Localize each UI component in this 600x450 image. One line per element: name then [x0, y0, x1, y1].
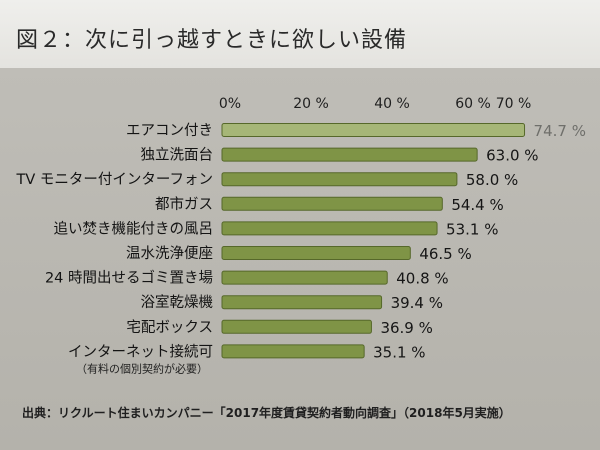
- bar: [221, 172, 458, 187]
- category-label: 独立洗面台: [141, 147, 214, 164]
- category-label: インターネット接続可: [68, 343, 213, 360]
- x-tick-label: 60 %: [455, 96, 491, 112]
- bar: [221, 319, 372, 334]
- x-axis-ticks: 0% 20 % 40 % 60 % 70 %: [219, 96, 531, 112]
- value-label: 36.9 %: [380, 319, 432, 337]
- value-label: 58.0 %: [466, 171, 518, 189]
- bar: [221, 147, 478, 162]
- source-note: 出典：リクルート住まいカンパニー「2017年度賃貸契約者動向調査」（2018年5…: [22, 406, 511, 420]
- x-tick-label: 20 %: [293, 96, 329, 112]
- bar: [221, 246, 411, 260]
- category-label: 24 時間出せるゴミ置き場: [45, 269, 213, 287]
- bars: [221, 123, 526, 359]
- value-label: 53.1 %: [446, 220, 498, 238]
- value-label: 40.8 %: [396, 270, 448, 288]
- value-labels: 74.7 % 63.0 % 58.0 % 54.4 % 53.1 % 46.5 % 40.8…: [373, 122, 586, 361]
- value-label: 63.0 %: [486, 147, 538, 165]
- title-band: [0, 0, 600, 68]
- value-label: 54.4 %: [451, 196, 503, 214]
- category-label: 温水洗浄便座: [126, 245, 213, 262]
- bar: [221, 123, 526, 137]
- value-label: 46.5 %: [419, 245, 471, 263]
- category-label: 浴室乾燥機: [141, 294, 214, 311]
- bar: [221, 270, 388, 285]
- bar: [221, 344, 365, 359]
- bar: [221, 295, 383, 310]
- category-note: （有料の個別契約が必要）: [76, 361, 208, 375]
- bar: [221, 221, 438, 236]
- value-label: 35.1 %: [373, 343, 425, 361]
- bar: [221, 196, 443, 211]
- category-label: エアコン付き: [126, 122, 213, 139]
- category-label: 宅配ボックス: [126, 319, 213, 336]
- category-label: 追い焚き機能付きの風呂: [54, 220, 214, 237]
- x-tick-label: 40 %: [374, 96, 410, 112]
- value-label: 74.7 %: [534, 122, 586, 140]
- figure-title: 図２：次に引っ越すときに欲しい設備: [16, 28, 408, 53]
- category-label: 都市ガス: [155, 196, 213, 213]
- x-tick-label: 70 %: [496, 96, 532, 112]
- category-label: TV モニター付インターフォン: [15, 171, 213, 188]
- value-label: 39.4 %: [391, 294, 443, 312]
- x-tick-label: 0%: [219, 96, 241, 112]
